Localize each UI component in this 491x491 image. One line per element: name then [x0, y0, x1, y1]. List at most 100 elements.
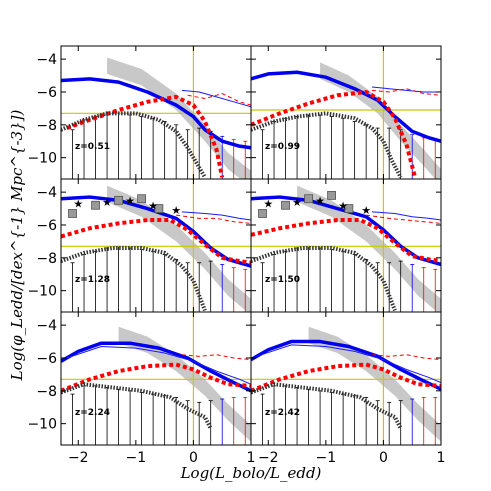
series-line-black-hatched	[61, 245, 207, 312]
redshift-label: z=1.28	[75, 275, 110, 285]
series-line-red-thick	[251, 218, 441, 264]
x-tick-label: 0	[189, 450, 198, 466]
series-line-thick-blue	[251, 70, 441, 143]
y-tick-label: −4	[36, 52, 57, 68]
series-line-black-hatched	[251, 111, 403, 179]
series-line-thick-blue	[61, 195, 251, 268]
series-line-thick-blue	[251, 339, 441, 391]
series-line-thin-blue	[66, 345, 251, 385]
panel: z=0.51	[60, 45, 252, 180]
y-tick-label: −8	[36, 384, 57, 400]
series-line-red-thick	[251, 89, 418, 178]
series-line-black-hatched	[61, 111, 207, 179]
x-tick-label: −2	[258, 450, 279, 466]
y-tick-label: −10	[27, 151, 57, 167]
panel: z=2.24	[60, 311, 252, 446]
observation-star-marker: ★	[315, 194, 325, 207]
x-tick-label: −1	[316, 450, 337, 466]
panel-plot-area	[251, 46, 441, 179]
x-tick-label: 1	[437, 450, 446, 466]
y-tick-label: −6	[36, 351, 57, 367]
uncertainty-band	[320, 62, 441, 179]
observation-star-marker: ★	[148, 199, 158, 212]
y-tick-label: −4	[36, 318, 57, 334]
observation-star-marker: ★	[361, 204, 371, 217]
observation-star-marker: ★	[125, 194, 135, 207]
panel-frame	[250, 311, 442, 446]
panel: z=0.99	[250, 45, 442, 180]
redshift-label: z=2.24	[75, 408, 110, 418]
observation-square-marker	[154, 204, 164, 213]
redshift-label: z=0.51	[75, 142, 110, 152]
x-tick-label: −1	[126, 450, 147, 466]
uncertainty-band	[308, 326, 441, 442]
observation-star-marker: ★	[102, 196, 112, 209]
series-line-thick-blue	[251, 195, 441, 267]
y-tick-label: −6	[36, 218, 57, 234]
series-line-red-thin	[371, 88, 441, 96]
x-axis-title: Log(L_bolo/L_edd)	[180, 464, 322, 482]
y-tick-label: −6	[36, 85, 57, 101]
series-line-red-thin	[366, 214, 441, 224]
uncertainty-band	[107, 185, 251, 312]
panel-plot-area: ★ ★ ★ ★ ★	[251, 179, 441, 312]
y-tick-label: −8	[36, 251, 57, 267]
series-line-red-thick	[61, 362, 251, 393]
series-line-red-thin	[176, 214, 251, 224]
observation-square-marker	[327, 191, 337, 200]
observation-square-marker	[281, 200, 290, 210]
x-tick-label: 0	[379, 450, 388, 466]
observation-square-marker	[304, 194, 313, 204]
redshift-label: z=1.50	[265, 275, 300, 285]
series-line-red-thick	[66, 94, 225, 178]
uncertainty-band	[107, 57, 251, 179]
observation-star-marker: ★	[338, 199, 348, 212]
y-tick-label: −10	[27, 417, 57, 433]
y-tick-label: −4	[36, 185, 57, 201]
series-line-red-thin	[181, 354, 251, 361]
observation-square-marker	[91, 200, 100, 210]
redshift-label: z=2.42	[265, 408, 300, 418]
panel-plot-area	[61, 46, 251, 179]
redshift-label: z=0.99	[265, 142, 300, 152]
y-axis-title: Log(φ_Ledd/[dex^{-1} Mpc^{-3}])	[8, 110, 26, 382]
y-tick-label: −10	[27, 284, 57, 300]
x-tick-label: 1	[247, 450, 256, 466]
uncertainty-band	[297, 185, 441, 312]
series-line-thin-blue	[181, 89, 251, 108]
series-line-thin-blue	[371, 86, 441, 93]
panel: z=2.42	[250, 311, 442, 446]
y-tick-label: −8	[36, 118, 57, 134]
panel-plot-area	[61, 312, 251, 445]
series-line-thin-blue	[256, 344, 441, 384]
series-line-thick-blue	[61, 77, 251, 150]
x-tick-label: −2	[68, 450, 89, 466]
observation-square-marker	[68, 209, 77, 218]
panel: ★ ★ ★ ★ ★ z=1.28	[60, 178, 252, 313]
series-line-black-hatched	[251, 382, 403, 430]
series-line-red-thick	[251, 362, 441, 393]
observation-square-marker	[344, 204, 354, 213]
series-line-thin-blue	[181, 211, 251, 221]
observation-square-marker	[114, 195, 123, 205]
uncertainty-band	[118, 326, 251, 442]
series-line-red-thick	[61, 218, 251, 265]
series-line-thick-blue	[61, 341, 251, 393]
series-line-black-hatched	[251, 245, 397, 312]
observation-star-marker: ★	[171, 204, 181, 217]
observation-star-marker: ★	[263, 198, 273, 211]
panels-layer: z=0.51 z=0.99 ★ ★ ★ ★ ★ z=1.28 ★ ★ ★ ★ ★ z=1.50 z=2.24…	[60, 45, 442, 446]
panel: ★ ★ ★ ★ ★ z=1.50	[250, 178, 442, 313]
observation-star-marker: ★	[292, 196, 302, 209]
ticks-layer: −4−6−8−10−4−6−8−10−4−6−8−10−2 −1 0 1 −2 −1 0 1	[27, 52, 445, 466]
panel-plot-area: ★ ★ ★ ★ ★	[61, 179, 251, 312]
panel-plot-area	[251, 312, 441, 445]
series-line-thin-blue	[371, 211, 441, 221]
series-line-red-thin	[371, 354, 441, 361]
series-line-black-hatched	[61, 382, 213, 430]
series-line-red-thin	[187, 93, 251, 106]
observation-square-marker	[137, 194, 147, 204]
observation-star-marker: ★	[73, 198, 83, 211]
observation-square-marker	[258, 209, 267, 218]
